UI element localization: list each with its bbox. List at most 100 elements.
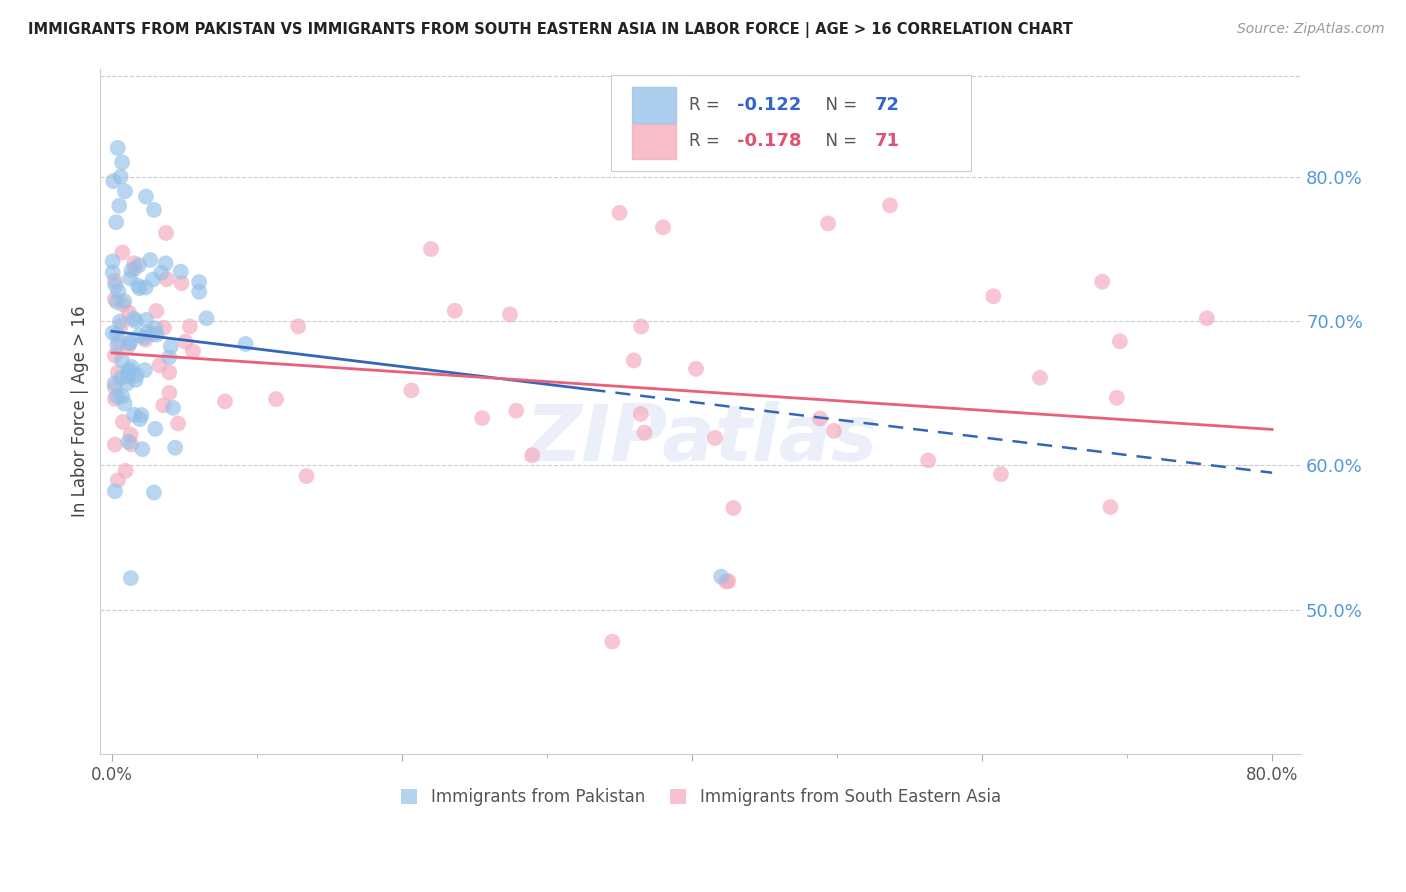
Text: R =: R = xyxy=(689,133,724,151)
Point xyxy=(143,321,166,335)
Point xyxy=(157,351,180,365)
Point xyxy=(179,319,201,334)
FancyBboxPatch shape xyxy=(633,87,675,123)
Point xyxy=(128,281,150,295)
Point xyxy=(110,370,132,384)
Text: N =: N = xyxy=(815,133,862,151)
Point xyxy=(104,484,127,499)
Point xyxy=(1099,500,1122,514)
Point xyxy=(103,174,125,188)
Point xyxy=(156,272,179,286)
Point xyxy=(108,199,131,213)
Point xyxy=(181,344,204,359)
Point xyxy=(111,297,134,311)
Point xyxy=(188,275,211,289)
Point xyxy=(704,431,727,445)
Point xyxy=(170,265,193,279)
Point xyxy=(127,278,149,293)
Point xyxy=(107,334,129,349)
Point xyxy=(135,313,157,327)
Point xyxy=(114,397,136,411)
Point xyxy=(117,369,139,384)
Point xyxy=(104,278,127,293)
Point xyxy=(104,380,127,394)
Point xyxy=(114,184,136,198)
Point xyxy=(135,333,157,347)
Point xyxy=(107,366,129,380)
Point xyxy=(104,274,127,288)
Point xyxy=(114,464,136,478)
Point xyxy=(141,326,163,341)
Point xyxy=(155,256,177,270)
Point xyxy=(101,254,124,268)
Point xyxy=(174,334,197,349)
Point xyxy=(128,258,150,272)
Point xyxy=(420,242,443,256)
Point xyxy=(118,335,141,350)
Legend: Immigrants from Pakistan, Immigrants from South Eastern Asia: Immigrants from Pakistan, Immigrants fro… xyxy=(392,780,1010,814)
Point xyxy=(717,574,740,588)
Point xyxy=(105,338,128,352)
Point xyxy=(121,360,143,375)
Point xyxy=(122,408,145,422)
Point xyxy=(135,189,157,203)
Point xyxy=(128,328,150,343)
Point xyxy=(167,417,190,431)
Point xyxy=(716,574,738,589)
Point xyxy=(143,202,166,217)
Point xyxy=(143,422,166,436)
Point xyxy=(110,318,132,332)
Point xyxy=(104,292,127,306)
Point xyxy=(157,365,180,379)
Point xyxy=(115,376,138,391)
Point xyxy=(118,336,141,351)
Text: 71: 71 xyxy=(875,133,900,151)
Point xyxy=(153,320,176,334)
Point xyxy=(122,311,145,326)
Point xyxy=(652,220,675,235)
Point xyxy=(111,389,134,403)
Point xyxy=(633,425,655,440)
Point xyxy=(981,289,1004,303)
Text: R =: R = xyxy=(689,96,724,114)
Point xyxy=(879,198,901,212)
Point xyxy=(1108,334,1130,349)
Point xyxy=(505,403,527,417)
Point xyxy=(105,294,128,309)
Point xyxy=(162,401,184,415)
Point xyxy=(170,276,193,290)
Point xyxy=(107,473,129,487)
Point xyxy=(107,285,129,299)
Point xyxy=(155,226,177,240)
Point xyxy=(118,305,141,319)
Point xyxy=(159,339,181,353)
Point xyxy=(122,256,145,270)
Point xyxy=(131,442,153,457)
Point xyxy=(120,263,142,277)
Point xyxy=(110,169,132,184)
FancyBboxPatch shape xyxy=(633,124,675,160)
Point xyxy=(917,453,939,467)
Point xyxy=(108,315,131,329)
Point xyxy=(142,485,165,500)
Point xyxy=(120,437,142,451)
Point xyxy=(142,272,165,286)
Point xyxy=(600,634,623,648)
Point xyxy=(401,384,423,398)
Point xyxy=(188,285,211,299)
Point xyxy=(522,448,544,462)
Point xyxy=(823,424,845,438)
Point xyxy=(264,392,287,406)
Point xyxy=(104,437,127,451)
Point xyxy=(107,141,129,155)
Point xyxy=(145,304,167,318)
Point xyxy=(499,307,522,321)
Text: -0.178: -0.178 xyxy=(737,133,801,151)
Point xyxy=(817,217,839,231)
Point xyxy=(117,340,139,354)
Point xyxy=(808,411,831,425)
Point xyxy=(124,261,146,276)
Point xyxy=(136,325,159,339)
Point xyxy=(101,265,124,279)
Point xyxy=(1029,370,1052,384)
